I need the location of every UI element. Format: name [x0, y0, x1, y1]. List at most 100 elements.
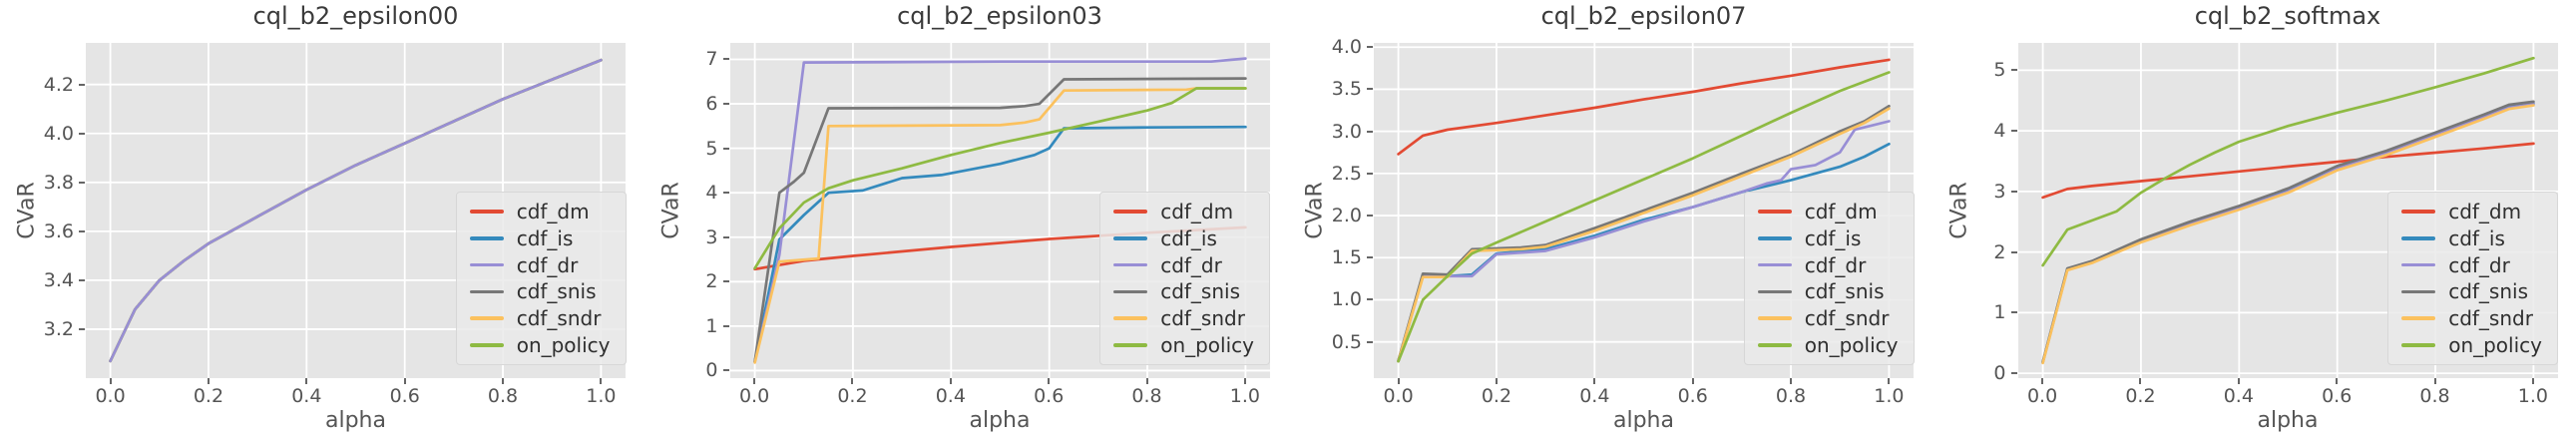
legend-entry-cdf_dr: cdf_dr — [1757, 255, 1899, 275]
legend-entry-cdf_is: cdf_is — [469, 225, 611, 250]
x-tick-mark — [1048, 378, 1051, 384]
y-tick-label: 0 — [705, 359, 718, 382]
x-tick-mark — [1593, 378, 1596, 384]
legend-label: cdf_sndr — [1160, 306, 1245, 331]
series-line-cdf_snis — [752, 77, 1247, 363]
x-tick-label: 0.2 — [837, 385, 868, 407]
x-tick-label: 0.2 — [1481, 385, 1512, 407]
x-tick-label: 0.4 — [2223, 385, 2254, 407]
y-tick-label: 4.2 — [43, 73, 74, 96]
y-tick-mark — [79, 327, 85, 330]
x-tick-mark — [753, 378, 756, 384]
series-line-cdf_sndr — [752, 87, 1247, 364]
legend: cdf_dm cdf_is cdf_dr cdf_snis cdf_sndr on_pol… — [1099, 192, 1270, 365]
legend-entry-cdf_is: cdf_is — [1757, 228, 1899, 248]
x-tick-mark — [207, 378, 210, 384]
series-line-cdf_sndr — [2040, 104, 2535, 365]
legend-label: cdf_sndr — [2448, 306, 2533, 331]
legend-entry-cdf_dr: cdf_dr — [2401, 255, 2542, 275]
series-line-on_policy — [1397, 71, 1891, 363]
x-tick-mark — [2237, 378, 2240, 384]
legend-label: on_policy — [2448, 332, 2542, 357]
legend-label: cdf_dm — [1160, 200, 1234, 223]
x-axis-label: alpha — [1613, 408, 1674, 433]
legend-label: cdf_dm — [516, 200, 590, 223]
legend-line-swatch — [1757, 343, 1792, 347]
y-tick-mark — [2010, 130, 2017, 133]
legend-entry-on_policy: on_policy — [469, 335, 611, 355]
x-tick-label: 0.6 — [2322, 385, 2353, 407]
legend-entry-cdf_dm: cdf_dm — [1113, 202, 1254, 222]
y-tick-label: 1.5 — [1331, 246, 1362, 269]
x-tick-mark — [305, 378, 308, 384]
y-tick-label: 7 — [705, 48, 718, 71]
y-tick-label: 5 — [1993, 59, 2006, 82]
y-tick-label: 3 — [1993, 180, 2006, 203]
x-tick-label: 0.0 — [738, 385, 770, 407]
legend-label: cdf_is — [516, 225, 574, 250]
x-tick-mark — [1888, 378, 1891, 384]
y-tick-label: 3.5 — [1331, 78, 1362, 101]
x-tick-label: 0.6 — [1034, 385, 1065, 407]
legend-line-swatch — [1113, 210, 1148, 214]
legend: cdf_dm cdf_is cdf_dr cdf_snis cdf_sndr on_pol… — [455, 192, 627, 365]
x-tick-label: 0.2 — [2125, 385, 2156, 407]
legend-line-swatch — [1757, 289, 1792, 294]
x-tick-label: 0.2 — [193, 385, 224, 407]
x-tick-label: 1.0 — [586, 385, 617, 407]
y-tick-label: 4 — [705, 182, 718, 205]
x-axis-label: alpha — [325, 408, 386, 433]
legend-label: cdf_sndr — [516, 306, 602, 331]
legend-line-swatch — [2401, 236, 2436, 240]
x-tick-label: 0.0 — [95, 385, 126, 407]
y-tick-mark — [79, 229, 85, 232]
y-tick-label: 4.0 — [43, 122, 74, 145]
legend-entry-cdf_snis: cdf_snis — [1113, 281, 1254, 301]
legend-line-swatch — [2401, 262, 2436, 267]
x-tick-mark — [1397, 378, 1400, 384]
subplot-cql_b2_softmax: cql_b2_softmax CVaR alpha 0.0 0.2 0.4 0.6 0.… — [1932, 0, 2576, 443]
y-tick-mark — [722, 103, 729, 106]
x-axis-label: alpha — [969, 408, 1031, 433]
y-tick-mark — [1367, 130, 1373, 133]
series-line-on_policy — [2040, 56, 2535, 267]
legend-entry-cdf_sndr: cdf_sndr — [1757, 308, 1899, 328]
x-tick-mark — [2336, 378, 2339, 384]
x-tick-label: 0.6 — [1677, 385, 1708, 407]
plot-canvas — [1374, 43, 1914, 378]
y-tick-mark — [2010, 69, 2017, 72]
y-tick-mark — [79, 83, 85, 86]
legend-label: cdf_dr — [2448, 252, 2510, 277]
y-tick-label: 3.6 — [43, 220, 74, 242]
legend-line-swatch — [1113, 316, 1148, 320]
legend-label: cdf_snis — [1804, 279, 1885, 304]
legend-label: cdf_dr — [1160, 252, 1222, 277]
plot-canvas — [86, 43, 626, 378]
legend-entry-cdf_sndr: cdf_sndr — [1113, 308, 1254, 328]
y-tick-label: 1 — [1993, 301, 2006, 324]
series-line-cdf_snis — [1397, 104, 1891, 362]
x-tick-mark — [2531, 378, 2534, 384]
x-tick-mark — [600, 378, 603, 384]
y-tick-mark — [722, 192, 729, 195]
legend-entry-cdf_dr: cdf_dr — [469, 255, 611, 275]
y-tick-label: 6 — [705, 93, 718, 116]
legend-line-swatch — [1757, 210, 1792, 214]
x-tick-label: 1.0 — [1874, 385, 1905, 407]
y-tick-label: 3.4 — [43, 268, 74, 291]
legend-entry-cdf_is: cdf_is — [1113, 228, 1254, 248]
legend-line-swatch — [1113, 343, 1148, 347]
y-tick-label: 4.0 — [1331, 36, 1362, 59]
x-tick-label: 0.4 — [291, 385, 322, 407]
y-tick-mark — [2010, 250, 2017, 253]
legend-label: cdf_is — [1160, 225, 1217, 250]
legend-line-swatch — [1757, 236, 1792, 240]
legend-entry-cdf_snis: cdf_snis — [469, 281, 611, 301]
y-tick-mark — [79, 278, 85, 281]
series-line-cdf_dr — [109, 58, 603, 363]
legend: cdf_dm cdf_is cdf_dr cdf_snis cdf_sndr on_pol… — [1743, 192, 1915, 365]
y-tick-label: 3.8 — [43, 171, 74, 194]
x-tick-mark — [1495, 378, 1498, 384]
y-tick-label: 2.5 — [1331, 162, 1362, 185]
y-tick-label: 2 — [705, 270, 718, 293]
